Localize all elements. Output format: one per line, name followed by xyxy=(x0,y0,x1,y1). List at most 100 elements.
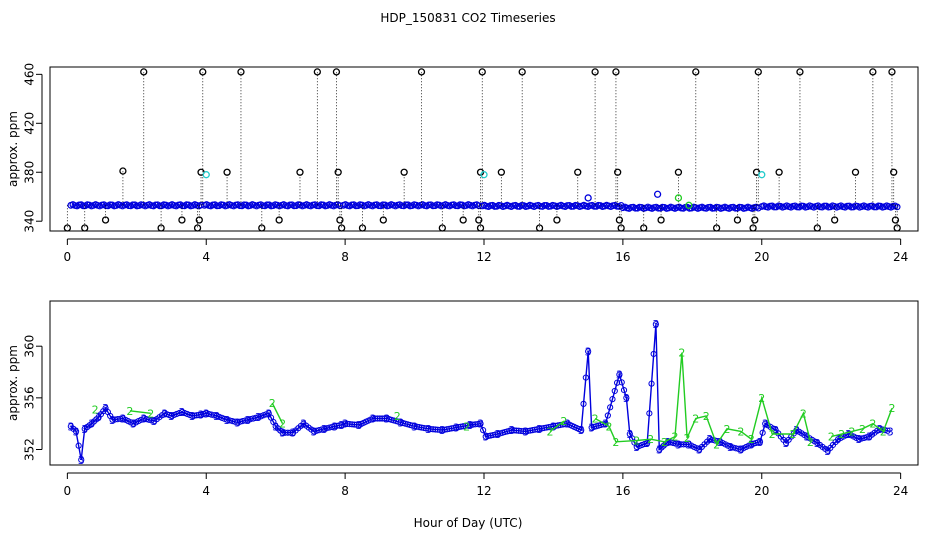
series-point xyxy=(376,415,383,422)
spike-point xyxy=(869,68,877,76)
spike-point xyxy=(657,216,665,224)
series-point-label: 3 xyxy=(623,392,630,405)
series-point-label: 2 xyxy=(605,420,612,433)
x-tick-label: 12 xyxy=(476,484,491,498)
baseline-point xyxy=(352,202,360,210)
series-point-label: 2 xyxy=(828,431,835,444)
series-point-label: 2 xyxy=(724,423,731,436)
spike-point xyxy=(831,216,839,224)
spike-point xyxy=(199,68,207,76)
series-point xyxy=(508,427,515,434)
series-point-label: 2 xyxy=(800,407,807,420)
series-line xyxy=(70,324,891,460)
spike-point xyxy=(119,167,127,175)
x-tick-label: 4 xyxy=(202,484,210,498)
spike-point xyxy=(313,68,321,76)
series-point xyxy=(863,434,870,441)
x-tick-label: 20 xyxy=(754,484,769,498)
top-y-axis-label: approx. ppm xyxy=(6,111,20,187)
highlight-point xyxy=(584,194,592,202)
x-tick-label: 8 xyxy=(341,250,349,264)
series-point-label: 3 xyxy=(772,424,779,437)
spike-point xyxy=(223,168,231,176)
series-point-label: 2 xyxy=(279,418,286,431)
series-point xyxy=(348,421,356,428)
top-plot-frame xyxy=(49,66,919,232)
y-tick-label: 380 xyxy=(23,161,37,184)
x-tick-label: 16 xyxy=(615,250,630,264)
spike-point xyxy=(478,68,486,76)
top-series xyxy=(63,68,901,232)
spike-point xyxy=(553,216,561,224)
series-point xyxy=(429,426,437,433)
top-y-axis: 340 380 420 460 xyxy=(23,63,43,233)
top-x-axis: 0 4 8 12 16 20 24 xyxy=(64,238,908,264)
series-point-label: 2 xyxy=(692,413,699,426)
top-panel: 0 4 8 12 16 20 24 340 380 420 460 approx. ppm xyxy=(6,63,919,264)
series-point xyxy=(436,426,444,434)
series-point xyxy=(646,410,653,417)
series-point xyxy=(338,421,345,429)
spike-point xyxy=(614,168,622,176)
y-tick-label: 460 xyxy=(23,63,37,86)
spike-point xyxy=(195,216,203,224)
spike-point xyxy=(890,168,898,176)
x-tick-label: 20 xyxy=(754,250,769,264)
series-point-label: 2 xyxy=(880,425,887,438)
spike-point xyxy=(796,68,804,76)
baseline-point xyxy=(213,202,221,210)
series-point xyxy=(578,427,585,434)
baseline-point xyxy=(590,202,598,210)
baseline-point xyxy=(541,202,548,209)
spike-point xyxy=(754,68,762,76)
baseline-point xyxy=(820,202,828,210)
baseline-point xyxy=(870,203,878,211)
spike-point xyxy=(358,224,367,232)
series-point-label: 2 xyxy=(92,403,99,416)
series-point xyxy=(884,427,891,434)
series-point-label: 2 xyxy=(592,413,599,426)
series-line xyxy=(831,407,893,438)
series-point xyxy=(613,379,621,386)
series-point xyxy=(342,420,349,427)
baseline-point xyxy=(375,202,383,210)
spike-point xyxy=(258,224,266,232)
series-point-label: 2 xyxy=(269,397,276,410)
series-point-label: 2 xyxy=(790,428,797,441)
baseline-point xyxy=(491,203,499,210)
spike-point xyxy=(157,224,165,232)
series-line xyxy=(549,420,565,432)
y-tick-label: 356 xyxy=(23,386,37,409)
series-point xyxy=(75,442,82,449)
spike-point xyxy=(751,216,759,224)
spike-point xyxy=(749,224,757,232)
series-point-label: 2 xyxy=(849,425,856,438)
baseline-point xyxy=(263,201,271,209)
series-point xyxy=(609,396,616,403)
series-point xyxy=(351,421,358,428)
series-point xyxy=(191,412,198,419)
x-tick-label: 8 xyxy=(341,484,349,498)
series-point-label: 3 xyxy=(616,369,623,382)
spike-point xyxy=(888,68,896,76)
chart-title: HDP_150831 CO2 Timeseries xyxy=(380,11,555,25)
spike-point xyxy=(712,224,721,232)
spike-point xyxy=(891,216,900,224)
spike-point xyxy=(640,224,648,232)
series-point-label: 3 xyxy=(67,420,74,433)
baseline-point xyxy=(754,204,762,212)
spike-point xyxy=(574,168,582,176)
spike-point xyxy=(237,68,245,76)
series-point xyxy=(585,348,592,355)
series-point-label: 2 xyxy=(463,420,470,433)
spike-point xyxy=(193,224,202,232)
series-point-label: 2 xyxy=(684,432,691,445)
series-point xyxy=(650,350,657,358)
spike-point xyxy=(336,216,344,224)
series-point xyxy=(510,427,518,434)
spike-point xyxy=(591,68,599,76)
series-point-label: 2 xyxy=(769,428,776,441)
baseline-point xyxy=(631,204,639,212)
spike-point xyxy=(615,216,624,224)
